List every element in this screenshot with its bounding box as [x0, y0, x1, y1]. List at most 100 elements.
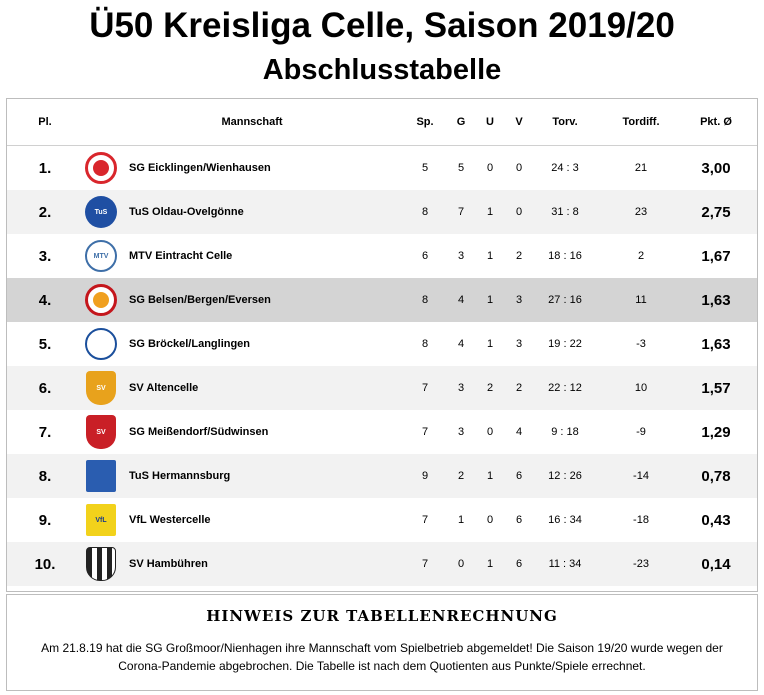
note-text: Am 21.8.19 hat die SG Großmoor/Nienhagen…: [41, 641, 723, 673]
team-name-cell: SG Belsen/Bergen/Eversen: [129, 294, 271, 306]
goal-diff-cell: -23: [633, 558, 649, 570]
page-title: Ü50 Kreisliga Celle, Saison 2019/20: [89, 6, 675, 45]
points-avg-cell: 0,14: [701, 555, 731, 573]
losses-cell: 3: [515, 338, 523, 350]
games-cell: 5: [421, 162, 429, 174]
wins-cell: 3: [457, 382, 465, 394]
losses-cell: 6: [515, 470, 523, 482]
sv-hambuehren-crest-icon: [86, 547, 116, 581]
games-cell: 8: [421, 294, 429, 306]
crest-label: TuS: [94, 208, 108, 216]
goal-diff-cell: -14: [633, 470, 649, 482]
tus-oldau-crest-icon: TuS: [85, 196, 117, 228]
goal-diff-cell: 10: [634, 382, 648, 394]
goals-cell: 9 : 18: [551, 426, 579, 438]
table-row: 8. TuS Hermannsburg 9 2 1 6 12 : 26 -14 0,78: [7, 454, 757, 498]
losses-cell: 0: [515, 162, 523, 174]
goals-cell: 22 : 12: [548, 382, 582, 394]
table-row: 4. SG Belsen/Bergen/Eversen 8 4 1 3 27 : 16 11 1…: [7, 278, 757, 322]
draws-cell: 1: [486, 338, 494, 350]
points-avg-cell: 1,63: [701, 291, 731, 309]
place-cell: 6.: [38, 379, 52, 397]
note-title: HINWEIS ZUR TABELLENRECHNUNG: [206, 607, 558, 625]
team-name-cell: SV Hambühren: [129, 558, 208, 570]
losses-cell: 6: [515, 558, 523, 570]
logo-cell: SV: [81, 366, 121, 410]
place-cell: 1.: [38, 159, 52, 177]
team-name-cell: SG Meißendorf/Südwinsen: [129, 426, 269, 438]
games-cell: 8: [421, 338, 429, 350]
draws-cell: 1: [486, 294, 494, 306]
points-avg-cell: 0,78: [701, 467, 731, 485]
goals-cell: 12 : 26: [548, 470, 582, 482]
points-avg-cell: 0,43: [701, 511, 731, 529]
table-row: 10. SV Hambühren 7 0 1 6 11 : 34 -23 0,14: [7, 542, 757, 586]
wins-cell: 3: [457, 426, 465, 438]
team-name-cell: TuS Hermannsburg: [129, 470, 231, 482]
place-cell: 5.: [38, 335, 52, 353]
sg-belsen-crest-icon: [85, 284, 117, 316]
wins-cell: 5: [457, 162, 465, 174]
crest-inner-icon: [93, 160, 109, 176]
vfl-westercelle-crest-icon: VfL: [86, 504, 116, 536]
logo-cell: MTV: [81, 234, 121, 278]
points-avg-cell: 2,75: [701, 203, 731, 221]
losses-cell: 4: [515, 426, 523, 438]
table-header-row: Pl. Mannschaft Sp. G U V Torv. Tordiff. …: [7, 99, 757, 146]
goal-diff-cell: -3: [636, 338, 646, 350]
draws-cell: 0: [486, 426, 494, 438]
draws-cell: 0: [486, 162, 494, 174]
goal-diff-cell: 21: [634, 162, 648, 174]
place-cell: 3.: [38, 247, 52, 265]
tus-hermannsburg-crest-icon: [86, 460, 116, 492]
sg-broeckel-crest-icon: [85, 328, 117, 360]
crest-inner-icon: [93, 292, 109, 308]
games-cell: 7: [421, 382, 429, 394]
logo-cell: [81, 454, 121, 498]
table-row: 5. SG Bröckel/Langlingen 8 4 1 3 19 : 22 -3 1,63: [7, 322, 757, 366]
logo-cell: [81, 278, 121, 322]
wins-cell: 4: [457, 338, 465, 350]
wins-cell: 0: [457, 558, 465, 570]
place-cell: 7.: [38, 423, 52, 441]
table-row: 9. VfL VfL Westercelle 7 1 0 6 16 : 34 -18 0,43: [7, 498, 757, 542]
goal-diff-cell: 23: [634, 206, 648, 218]
wins-cell: 1: [457, 514, 465, 526]
team-name-cell: SG Bröckel/Langlingen: [129, 338, 251, 350]
games-cell: 7: [421, 558, 429, 570]
table-row: 7. SV SG Meißendorf/Südwinsen 7 3 0 4 9 : 18 -9 1…: [7, 410, 757, 454]
header-goals: Torv.: [552, 116, 578, 128]
goals-cell: 11 : 34: [548, 558, 582, 570]
crest-label: MTV: [93, 252, 109, 260]
table-row: 3. MTV MTV Eintracht Celle 6 3 1 2 18 : 16 2 1,67: [7, 234, 757, 278]
games-cell: 9: [421, 470, 429, 482]
eicklingen-crest-icon: [85, 152, 117, 184]
table-row: 2. TuS TuS Oldau-Ovelgönne 8 7 1 0 31 : 8 23 2,75: [7, 190, 757, 234]
goals-cell: 16 : 34: [548, 514, 582, 526]
team-name-cell: SV Altencelle: [129, 382, 199, 394]
place-cell: 9.: [38, 511, 52, 529]
place-cell: 8.: [38, 467, 52, 485]
goal-diff-cell: 2: [637, 250, 645, 262]
crest-label: SV: [96, 384, 106, 392]
header-wins: G: [456, 116, 466, 128]
crest-label: SV: [96, 428, 106, 436]
games-cell: 7: [421, 514, 429, 526]
draws-cell: 1: [486, 206, 494, 218]
sv-altencelle-crest-icon: SV: [86, 371, 116, 405]
team-name-cell: MTV Eintracht Celle: [129, 250, 233, 262]
draws-cell: 0: [486, 514, 494, 526]
wins-cell: 3: [457, 250, 465, 262]
logo-cell: [81, 322, 121, 366]
crest-label: VfL: [95, 516, 107, 524]
draws-cell: 1: [486, 558, 494, 570]
games-cell: 7: [421, 426, 429, 438]
header-mannschaft: Mannschaft: [221, 116, 283, 128]
table-row: 6. SV SV Altencelle 7 3 2 2 22 : 12 10 1,57: [7, 366, 757, 410]
team-name-cell: TuS Oldau-Ovelgönne: [129, 206, 244, 218]
header-games: Sp.: [416, 116, 434, 128]
points-avg-cell: 3,00: [701, 159, 731, 177]
draws-cell: 1: [486, 470, 494, 482]
draws-cell: 2: [486, 382, 494, 394]
place-cell: 4.: [38, 291, 52, 309]
